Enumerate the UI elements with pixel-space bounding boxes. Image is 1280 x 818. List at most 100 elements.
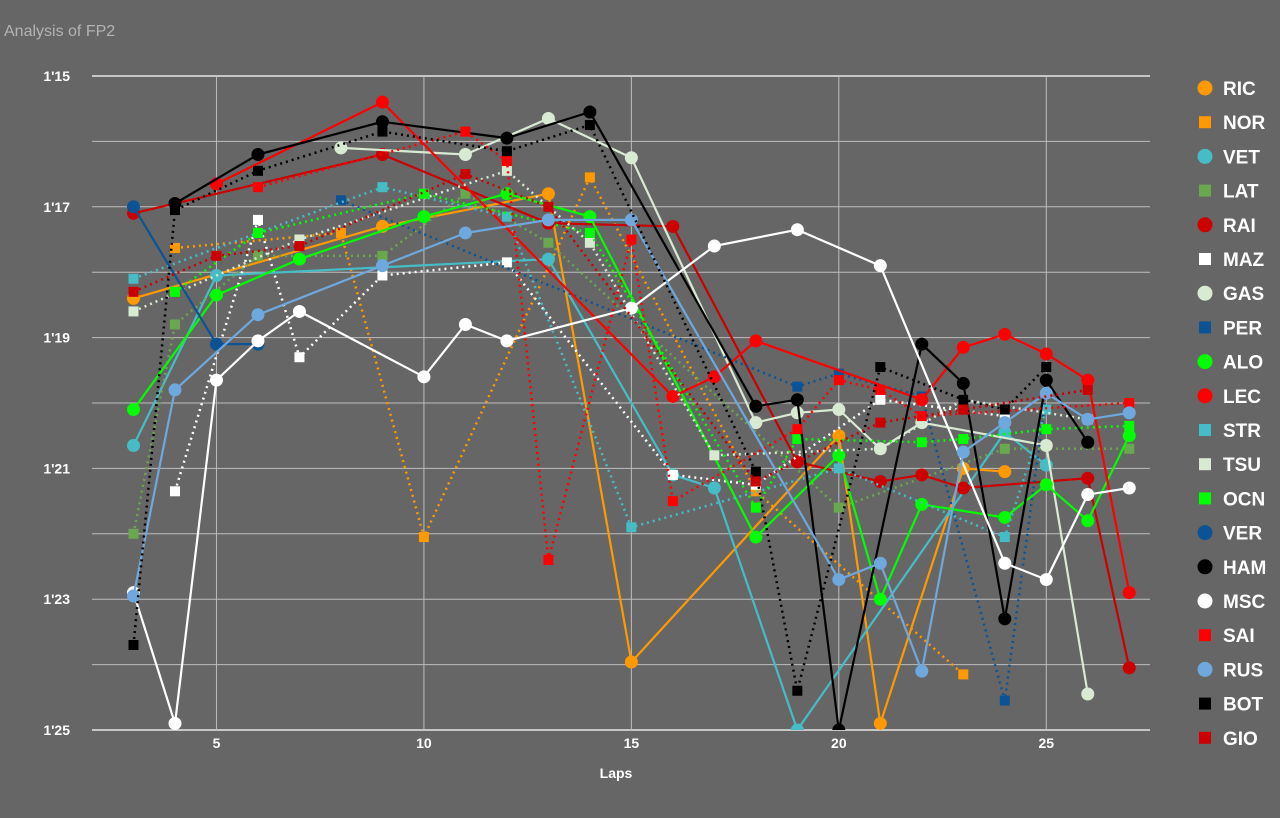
data-point-msc bbox=[790, 223, 804, 237]
data-point-gas bbox=[1081, 687, 1095, 701]
legend-item-rus[interactable]: RUS bbox=[1197, 660, 1264, 681]
legend-item-maz[interactable]: MAZ bbox=[1199, 250, 1265, 271]
data-point-gio bbox=[875, 417, 886, 428]
data-point-lec bbox=[1039, 347, 1053, 361]
data-point-lec bbox=[915, 393, 929, 407]
series-ham bbox=[168, 105, 1095, 730]
legend-label: RUS bbox=[1223, 660, 1263, 681]
data-point-gio bbox=[543, 201, 554, 212]
data-point-alo bbox=[873, 592, 887, 606]
data-point-gio bbox=[750, 476, 761, 487]
data-point-lec bbox=[956, 340, 970, 354]
legend-item-per[interactable]: PER bbox=[1199, 318, 1262, 339]
x-tick-label: 25 bbox=[1038, 735, 1054, 751]
legend-item-sai[interactable]: SAI bbox=[1199, 626, 1255, 647]
data-point-rus bbox=[375, 259, 389, 273]
series-ver bbox=[126, 200, 265, 351]
data-point-bot bbox=[1041, 362, 1052, 373]
x-axis-label: Laps bbox=[600, 765, 633, 781]
series-lat bbox=[128, 188, 1135, 539]
y-tick-label: 1'15 bbox=[43, 68, 70, 84]
legend[interactable]: RIC NOR VET LAT RAI MAZ GAS PER ALO LEC STR TSU OCN V… bbox=[1197, 79, 1267, 750]
legend-item-vet[interactable]: VET bbox=[1197, 147, 1261, 168]
data-point-nor bbox=[958, 669, 969, 680]
legend-item-bot[interactable]: BOT bbox=[1199, 695, 1264, 716]
legend-item-lat[interactable]: LAT bbox=[1199, 182, 1259, 203]
data-point-gas bbox=[541, 112, 555, 126]
data-point-msc bbox=[1039, 573, 1053, 587]
data-point-tsu bbox=[875, 443, 886, 454]
data-point-sai bbox=[501, 156, 512, 167]
data-point-alo bbox=[583, 210, 597, 224]
data-point-ham bbox=[1039, 373, 1053, 387]
legend-item-lec[interactable]: LEC bbox=[1197, 387, 1262, 408]
legend-label: NOR bbox=[1223, 113, 1266, 134]
legend-item-msc[interactable]: MSC bbox=[1197, 592, 1266, 613]
legend-marker bbox=[1197, 148, 1213, 164]
series-ocn bbox=[169, 188, 1135, 513]
data-point-msc bbox=[292, 304, 306, 318]
data-point-gio bbox=[294, 241, 305, 252]
legend-marker bbox=[1197, 388, 1213, 404]
data-point-rus bbox=[998, 416, 1012, 430]
data-point-ocn bbox=[169, 286, 180, 297]
data-point-lec bbox=[707, 370, 721, 384]
data-point-bot bbox=[875, 362, 886, 373]
data-point-rus bbox=[915, 664, 929, 678]
legend-marker bbox=[1197, 559, 1213, 575]
data-point-bot bbox=[501, 146, 512, 157]
legend-label: RIC bbox=[1223, 79, 1256, 100]
legend-item-tsu[interactable]: TSU bbox=[1199, 455, 1261, 476]
data-point-vet bbox=[998, 425, 1012, 439]
data-point-rus bbox=[126, 589, 140, 603]
legend-item-ham[interactable]: HAM bbox=[1197, 558, 1267, 579]
legend-label: HAM bbox=[1223, 558, 1266, 579]
data-point-alo bbox=[749, 530, 763, 544]
data-point-per bbox=[833, 368, 844, 379]
data-point-ham bbox=[749, 399, 763, 413]
data-point-lec bbox=[666, 389, 680, 403]
data-point-alo bbox=[126, 403, 140, 417]
legend-marker bbox=[1197, 80, 1213, 96]
legend-item-gas[interactable]: GAS bbox=[1197, 284, 1265, 305]
legend-item-gio[interactable]: GIO bbox=[1199, 729, 1258, 750]
legend-item-nor[interactable]: NOR bbox=[1199, 113, 1266, 134]
legend-item-rai[interactable]: RAI bbox=[1197, 216, 1256, 237]
grid bbox=[92, 75, 1150, 731]
data-point-gio bbox=[460, 169, 471, 180]
legend-marker bbox=[1199, 253, 1211, 265]
y-tick-label: 1'25 bbox=[43, 722, 70, 738]
data-point-alo bbox=[998, 510, 1012, 524]
data-point-rus bbox=[1081, 412, 1095, 426]
legend-marker bbox=[1197, 285, 1213, 301]
data-point-gas bbox=[749, 416, 763, 430]
series-rus bbox=[126, 213, 1136, 678]
data-point-ocn bbox=[252, 227, 263, 238]
legend-item-str[interactable]: STR bbox=[1199, 421, 1261, 442]
legend-item-ocn[interactable]: OCN bbox=[1199, 489, 1265, 510]
data-point-ric bbox=[998, 465, 1012, 479]
legend-marker bbox=[1199, 629, 1211, 642]
data-point-gas bbox=[1039, 439, 1053, 453]
data-point-sai bbox=[626, 234, 637, 245]
legend-item-ver[interactable]: VER bbox=[1197, 524, 1263, 545]
data-point-per bbox=[999, 695, 1010, 706]
data-point-alo bbox=[209, 288, 223, 302]
series-line-nor bbox=[174, 176, 965, 676]
x-tick-label: 5 bbox=[213, 735, 221, 751]
data-point-ham bbox=[956, 376, 970, 390]
legend-item-alo[interactable]: ALO bbox=[1197, 353, 1264, 374]
data-point-tsu bbox=[128, 306, 139, 317]
data-point-gas bbox=[334, 141, 348, 155]
data-point-ham bbox=[251, 147, 265, 161]
data-point-maz bbox=[252, 214, 263, 225]
data-point-vet bbox=[541, 252, 555, 266]
data-point-rus bbox=[168, 383, 182, 397]
data-point-nor bbox=[418, 532, 429, 543]
data-point-alo bbox=[832, 448, 846, 462]
data-point-sai bbox=[667, 496, 678, 507]
data-point-ver bbox=[209, 337, 223, 351]
legend-item-ric[interactable]: RIC bbox=[1197, 79, 1257, 100]
data-point-ham bbox=[832, 723, 846, 730]
data-point-lec bbox=[998, 327, 1012, 341]
